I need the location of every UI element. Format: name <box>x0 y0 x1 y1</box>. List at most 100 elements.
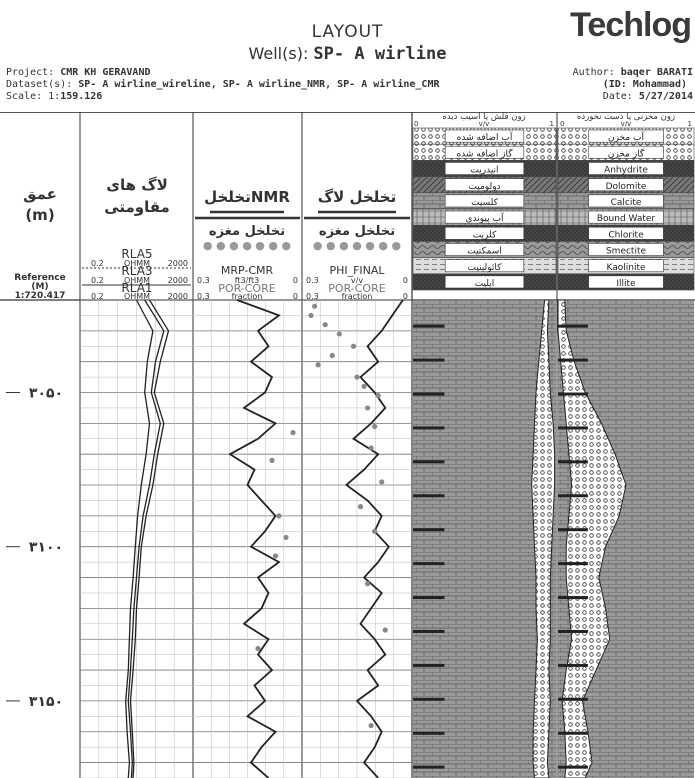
legend-label-box <box>444 275 525 289</box>
legend-label-box <box>444 226 525 240</box>
legend-label-box <box>588 178 664 192</box>
core-porosity-point <box>354 374 360 380</box>
lithology-legend-flushed: آب اضافه شده گاز اضافه شده انیدریت دولومیت ک… <box>412 127 557 291</box>
legend-label: Anhydrite <box>604 166 648 176</box>
clay-band <box>413 358 445 362</box>
curve-max-rla1: 2000 <box>168 292 188 301</box>
reference-label: Reference <box>14 273 65 283</box>
legend-label: کلریت <box>473 230 497 240</box>
curve-min-phi-final: 0.3 <box>306 276 319 285</box>
track-headers: عمق (m) Reference (M) 1:720.417 لاگ های … <box>0 112 695 778</box>
curve-unit-rla1: OHMM <box>124 292 150 301</box>
legend-label-box <box>588 129 664 143</box>
curve-max-rla5: 2000 <box>168 259 188 268</box>
resistivity-title-1: لاگ های <box>106 176 168 194</box>
clay-band <box>558 426 588 430</box>
curve-rla3 <box>127 299 165 778</box>
clay-band <box>413 697 445 701</box>
depth-tick-label: ۳۰۵۰ <box>29 386 63 402</box>
core-porosity-point <box>365 581 371 587</box>
curve-min-por-core-nmr: 0.3 <box>197 292 210 301</box>
core-porosity-point <box>365 405 371 411</box>
well-name: SP- A wirline <box>313 44 447 64</box>
curve-max-mrp-cmr: 0 <box>293 276 298 285</box>
legend-label-box <box>444 259 525 273</box>
author-label: Author: <box>572 67 621 78</box>
curve-name-phi-final: PHI_FINAL <box>329 264 385 277</box>
log-curves <box>125 299 404 778</box>
clay-band <box>558 596 588 600</box>
curve-name-mrp-cmr: MRP-CMR <box>221 264 274 277</box>
core-porosity-point <box>312 303 318 309</box>
curve-min-mrp-cmr: 0.3 <box>197 276 210 285</box>
core-porosity-point <box>357 504 364 510</box>
date-label: Date: <box>602 91 639 102</box>
well-log-plot: عمق (m) Reference (M) 1:720.417 لاگ های … <box>0 112 695 778</box>
clay-band <box>413 460 445 464</box>
curve-max-rla3: 2000 <box>168 276 188 285</box>
project-info: Project: CMR KH GERAVAND <box>6 67 151 79</box>
clay-band <box>413 562 445 566</box>
legend-label-box <box>588 194 664 208</box>
legend-label: گاز اضافه شده <box>456 147 513 159</box>
scale-value: 159.126 <box>60 91 103 102</box>
legend-label: Calcite <box>611 198 642 208</box>
legend-label: Bound Water <box>597 214 656 224</box>
curve-unit-mrp-cmr: ft3/ft3 <box>235 276 260 285</box>
resistivity-title-2: مقاومتی <box>104 198 170 216</box>
layout-title: LAYOUT <box>311 22 384 42</box>
core-porosity-point <box>255 645 261 652</box>
reservoir-scale-unit: v/v <box>621 120 632 128</box>
core-porosity-point <box>272 553 279 559</box>
legend-label: دولومیت <box>468 182 500 192</box>
clay-band <box>558 765 588 769</box>
core-porosity-point <box>322 322 328 328</box>
lithology-legend-reservoir: آب مخزن گاز مخزن Anhydrite Dolomite Calcite B… <box>557 127 695 291</box>
date-info: Date: 5/27/2014 <box>603 91 693 103</box>
clay-band <box>413 324 445 328</box>
clay-band <box>413 765 445 769</box>
core-porosity-point <box>368 445 374 451</box>
log-core-marker-dots: ● ● ● ● ● ● ● <box>313 239 401 252</box>
flushed-scale-max: 1 <box>550 120 554 128</box>
legend-label-box <box>588 275 664 289</box>
core-porosity-point <box>382 627 388 633</box>
clay-band <box>558 629 588 633</box>
curve-unit-phi-final: v/v <box>351 276 363 285</box>
core-porosity-point <box>269 457 275 463</box>
scale-label: Scale: 1: <box>6 91 61 102</box>
curve-max-phi-final: 0 <box>403 276 408 285</box>
depth-tick-label: ۳۱۰۰ <box>29 540 63 556</box>
scale-info: Scale: 1:159.126 <box>6 91 102 103</box>
legend-label-box <box>444 129 525 143</box>
curve-unit-por-core-log: fraction <box>342 292 373 301</box>
curve-name-rla5: RLA5 <box>121 247 152 261</box>
curve-mrp-cmr <box>228 299 281 778</box>
log-porosity-subtitle: تخلخل مغزه <box>319 224 395 239</box>
reservoir-scale-min: 0 <box>560 120 564 128</box>
reference-value: 1:720.417 <box>15 291 66 301</box>
legend-label-box <box>588 226 664 240</box>
core-porosity-point <box>276 513 282 519</box>
legend-label-box <box>444 145 525 159</box>
depth-tick-label: ۳۱۵۰ <box>29 694 63 710</box>
well-label: Well(s): <box>248 44 314 63</box>
gas-fill <box>557 299 627 778</box>
legend-label: آب پیوندی <box>466 212 504 224</box>
legend-label-box <box>588 259 664 273</box>
clay-band <box>413 731 445 735</box>
clay-band <box>413 663 445 667</box>
core-porosity-point <box>290 430 296 436</box>
legend-label-box <box>444 162 525 175</box>
depth-grid <box>80 299 412 778</box>
legend-label-box <box>588 210 664 224</box>
layout-header: LAYOUT Well(s): SP- A wirline Techlog Pr… <box>0 0 695 113</box>
flushed-scale-unit: v/v <box>479 120 490 128</box>
core-porosity-point <box>368 722 374 729</box>
curve-name-rla3: RLA3 <box>121 264 152 278</box>
dataset-info: Dataset(s): SP- A wirline_wireline, SP- … <box>6 79 439 91</box>
legend-label: انیدریت <box>470 166 498 176</box>
legend-label: ایلیت <box>475 279 495 289</box>
clay-band <box>558 663 588 667</box>
clay-band <box>558 697 588 701</box>
